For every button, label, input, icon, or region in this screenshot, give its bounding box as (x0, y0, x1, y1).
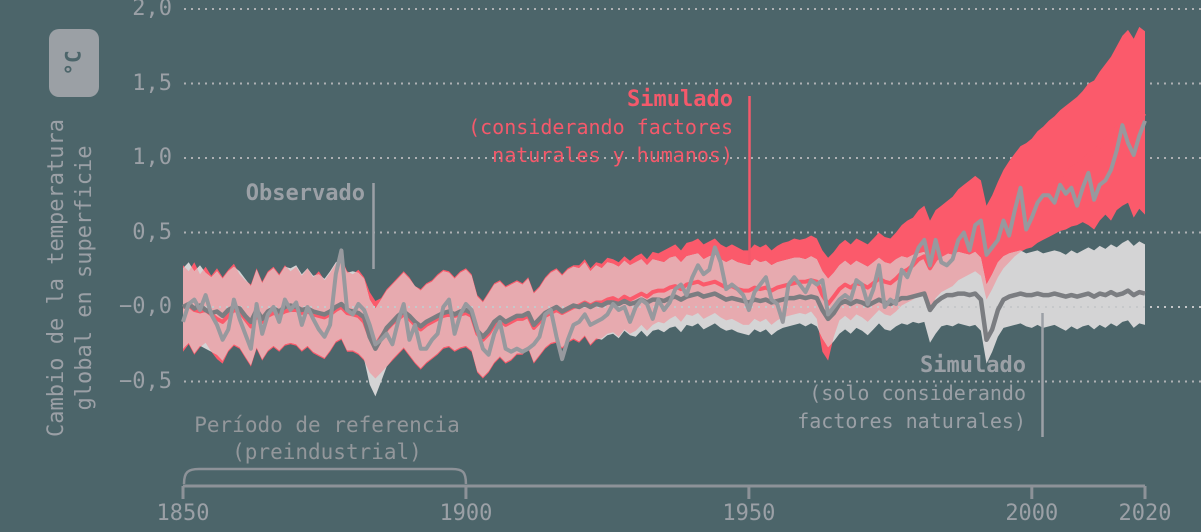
y-tick-label: −0,0 (119, 294, 172, 319)
unit-badge: °C (49, 29, 99, 97)
simulated-natural-sub1: (solo considerando (809, 381, 1026, 405)
reference-period-line2: (preindustrial) (232, 440, 422, 464)
x-tick-label: 1950 (722, 501, 776, 526)
simulated-combined-sub2: naturales y humanos) (492, 143, 733, 167)
simulated-combined-label: Simulado (considerando factores naturale… (468, 87, 733, 169)
observed-label: Observado (246, 181, 365, 207)
x-tick-label: 1900 (439, 501, 493, 526)
x-tick-label: 1850 (156, 501, 210, 526)
band-overlap (183, 239, 1145, 379)
reference-period-label: Período de referencia (preindustrial) (194, 412, 460, 466)
line-simulated-natural (181, 288, 1146, 351)
simulated-combined-title: Simulado (627, 87, 733, 112)
simulated-natural-sub2: factores naturales) (797, 409, 1026, 433)
simulated-natural-title: Simulado (920, 353, 1026, 378)
y-tick-label: 2,0 (132, 0, 172, 21)
simulated-combined-sub1: (considerando factores (468, 115, 733, 139)
simulated-natural-label: Simulado (solo considerando factores nat… (797, 353, 1026, 435)
observed-label-text: Observado (245, 181, 365, 206)
y-tick-label: 0,5 (132, 219, 172, 245)
line-observed (181, 120, 1147, 362)
y-tick-label: 1,0 (132, 145, 172, 170)
reference-period-bracket (182, 467, 468, 485)
x-tick-label: 2020 (1118, 501, 1172, 526)
x-tick-label: 2000 (1005, 501, 1059, 526)
reference-period-line1: Período de referencia (194, 413, 460, 437)
y-tick-label: −0,5 (119, 368, 172, 394)
y-tick-label: 1,5 (132, 70, 172, 96)
